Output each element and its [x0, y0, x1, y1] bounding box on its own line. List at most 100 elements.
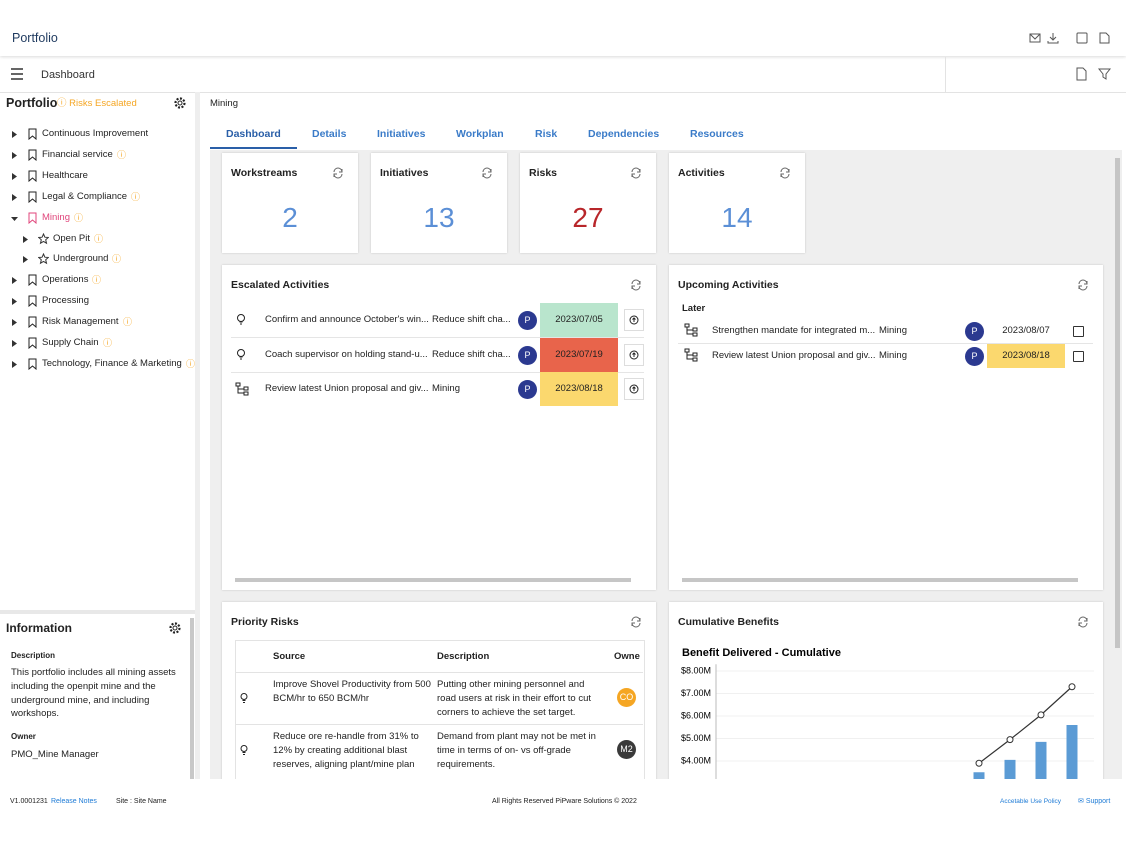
header-icons[interactable]	[1028, 31, 1118, 47]
chart-title: Benefit Delivered - Cumulative	[682, 647, 841, 659]
header	[0, 0, 1126, 56]
column-header: Description	[437, 651, 490, 662]
scrollbar[interactable]	[190, 618, 194, 780]
tab[interactable]: Workplan	[456, 128, 504, 140]
expand-toggle[interactable]	[11, 318, 19, 327]
kpi-label: Initiatives	[380, 167, 429, 179]
tree-item[interactable]: Underground	[53, 253, 109, 265]
expand-toggle[interactable]	[11, 214, 19, 222]
panel-splitter[interactable]	[0, 610, 195, 614]
expand-toggle[interactable]	[22, 235, 30, 243]
escalate-button[interactable]	[624, 309, 644, 331]
y-tick-label: $4.00M	[681, 755, 711, 765]
policy-link[interactable]: Accetable Use Policy	[1000, 798, 1062, 805]
expand-toggle[interactable]	[11, 297, 19, 306]
line-point	[1037, 711, 1045, 719]
risk-icon	[238, 744, 250, 756]
activity-icon	[235, 382, 249, 396]
y-tick-label: $8.00M	[681, 665, 711, 675]
icon-graphic	[624, 378, 644, 400]
tree-item[interactable]: Open Pit	[53, 232, 90, 244]
icon-graphic	[12, 193, 17, 201]
refresh-button[interactable]	[630, 279, 642, 291]
tab[interactable]: Risk	[535, 128, 558, 140]
risk-source[interactable]: Improve Shovel Productivity from 500 BCM…	[273, 679, 431, 704]
release-notes[interactable]: Release Notes	[51, 798, 97, 805]
tree-item[interactable]: Continuous Improvement	[42, 128, 149, 139]
sidebar-splitter[interactable]	[195, 92, 200, 785]
tree-item[interactable]: Mining	[42, 211, 70, 223]
scrollbar[interactable]	[682, 578, 1078, 582]
refresh-button[interactable]	[630, 616, 642, 628]
tab[interactable]: Resources	[690, 128, 744, 140]
escalate-button[interactable]	[624, 343, 644, 366]
risk-table	[235, 640, 645, 791]
refresh-button[interactable]	[1077, 616, 1089, 628]
expand-toggle[interactable]	[11, 193, 19, 201]
activity-initiative: Reduce shift cha...	[432, 348, 511, 360]
checkbox[interactable]	[1073, 326, 1084, 337]
tree-item[interactable]: Supply Chain	[42, 337, 99, 348]
icon-graphic	[28, 274, 37, 287]
expand-toggle[interactable]	[11, 360, 19, 368]
risk-source[interactable]: Reduce ore re-handle from 31% to 12% by …	[273, 731, 419, 770]
expand-toggle[interactable]	[22, 255, 30, 264]
info-label: Owner	[11, 732, 36, 741]
activity-title[interactable]: Confirm and announce October's win...	[265, 314, 429, 325]
icon-graphic	[12, 277, 17, 285]
expand-toggle[interactable]	[11, 339, 19, 347]
info-owner: PMO_Mine Manager	[11, 749, 99, 760]
warning-icon: ⓘ	[131, 191, 141, 202]
icon-graphic	[174, 97, 186, 109]
icon-graphic	[11, 216, 18, 221]
expand-toggle[interactable]	[11, 151, 19, 159]
tree-item[interactable]: Legal & Compliance	[42, 190, 128, 202]
tab[interactable]: Dashboard	[226, 128, 281, 140]
activity-title[interactable]: Coach supervisor on holding stand-u...	[265, 348, 428, 360]
activity-title[interactable]: Review latest Union proposal and giv...	[712, 350, 876, 361]
tree-item[interactable]: Healthcare	[42, 169, 88, 181]
breadcrumb: Mining	[210, 98, 238, 109]
avatar: M2	[617, 740, 636, 759]
tab[interactable]: Details	[312, 128, 347, 140]
refresh-button[interactable]	[630, 167, 642, 179]
scrollbar[interactable]	[1115, 158, 1120, 648]
refresh-button[interactable]	[481, 167, 493, 179]
expand-toggle[interactable]	[11, 172, 19, 180]
activity-title[interactable]: Strengthen mandate for integrated m...	[712, 325, 876, 336]
refresh-button[interactable]	[779, 167, 791, 179]
icon-graphic	[28, 358, 37, 370]
activity-icon	[684, 348, 698, 362]
tab[interactable]: Initiatives	[377, 128, 426, 140]
panel-title: Cumulative Benefits	[678, 616, 779, 628]
expand-toggle[interactable]	[11, 130, 19, 138]
refresh-button[interactable]	[332, 167, 344, 179]
support-link[interactable]: ✉ Support	[1078, 798, 1111, 805]
activity-title[interactable]: Review latest Union proposal and giv...	[265, 383, 429, 394]
icon-graphic	[12, 151, 17, 159]
tree-item[interactable]: Operations	[42, 274, 89, 286]
expand-toggle[interactable]	[11, 276, 19, 285]
y-tick-label: $6.00M	[681, 710, 711, 720]
icon-graphic	[12, 298, 17, 306]
tree-item[interactable]: Processing	[42, 295, 89, 307]
group-label: Later	[682, 303, 706, 314]
toolbar-icons[interactable]	[1075, 67, 1115, 81]
scrollbar[interactable]	[235, 578, 631, 582]
tree-item[interactable]: Technology, Finance & Marketing	[42, 357, 182, 369]
menu-button[interactable]	[11, 68, 25, 80]
icon-graphic	[624, 309, 644, 331]
tree-item[interactable]: Risk Management	[42, 316, 119, 328]
settings-button[interactable]	[173, 96, 187, 110]
tab[interactable]: Dependencies	[588, 128, 660, 140]
kpi-label: Workstreams	[231, 167, 298, 179]
warning-icon: ⓘ	[186, 358, 196, 369]
escalate-button[interactable]	[624, 378, 644, 400]
settings-button[interactable]	[168, 621, 182, 635]
tree-item[interactable]: Financial service	[42, 148, 113, 160]
risk-description: Demand from plant may not be met in time…	[437, 731, 596, 770]
refresh-button[interactable]	[1077, 279, 1089, 291]
warning-icon: ⓘ	[92, 275, 102, 286]
checkbox[interactable]	[1073, 351, 1084, 362]
